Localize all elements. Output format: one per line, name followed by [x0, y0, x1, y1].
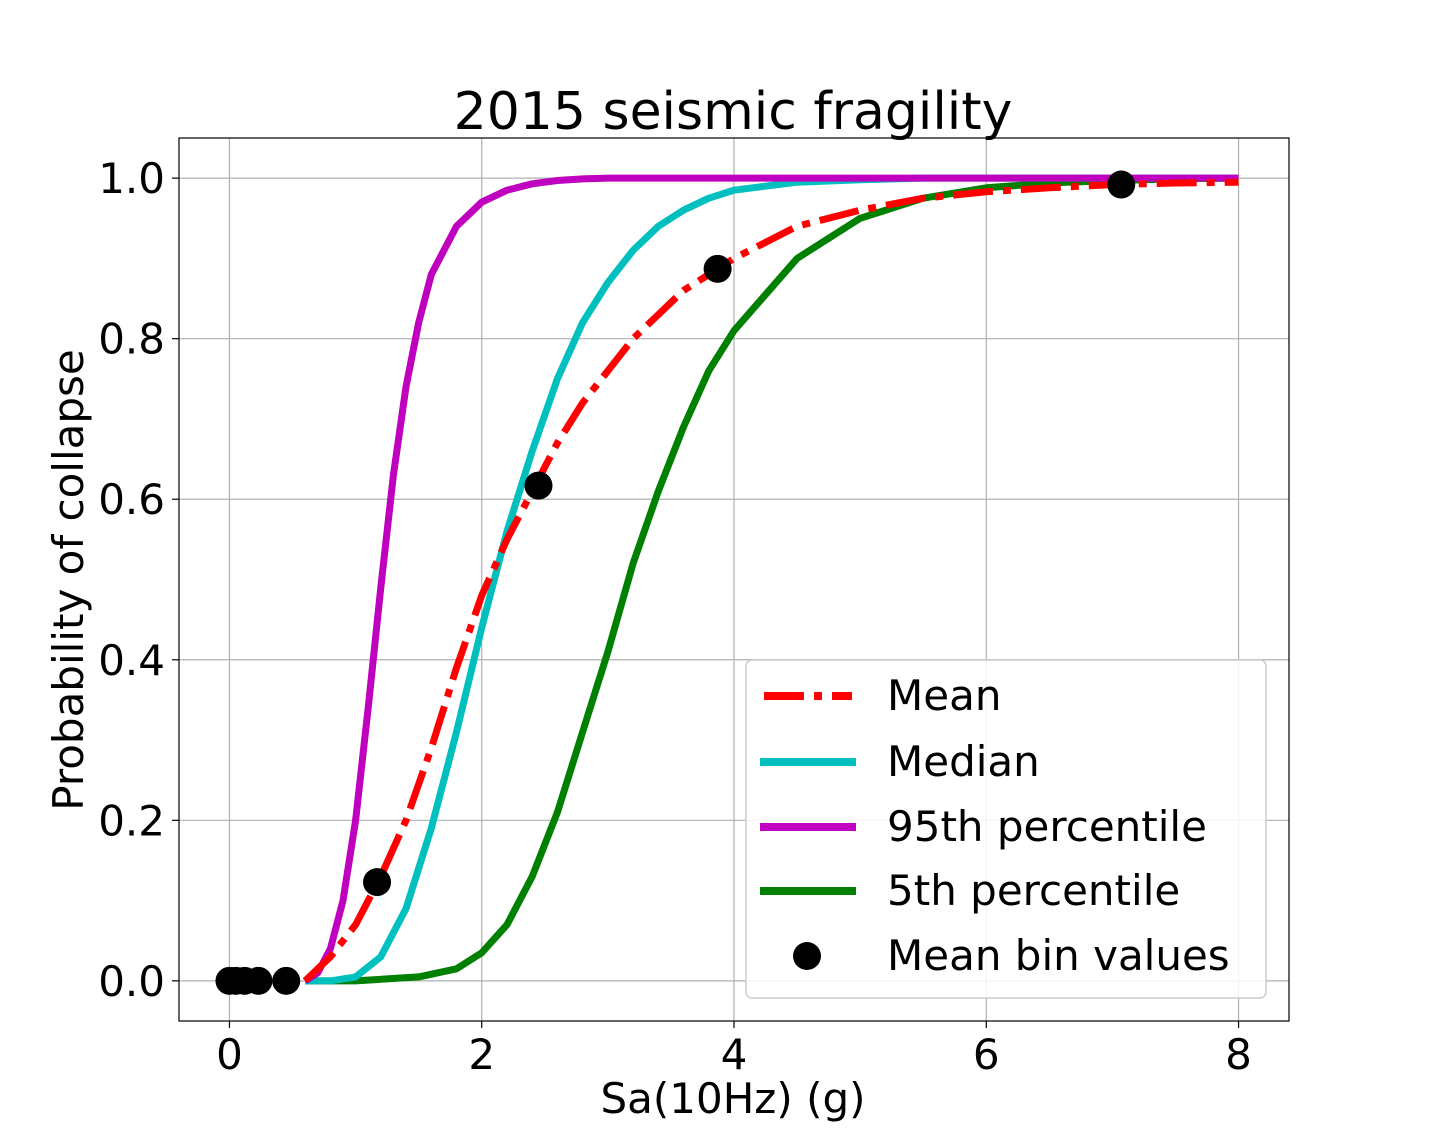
x-axis-label: Sa(10Hz) (g)	[600, 1074, 865, 1123]
legend-box	[745, 659, 1267, 999]
x-tick-label: 4	[721, 1030, 748, 1079]
legend-label-mean: Mean	[887, 671, 1001, 720]
y-tick-label: 1.0	[98, 154, 165, 203]
x-tick-label: 0	[216, 1030, 243, 1079]
y-tick-label: 0.8	[98, 315, 165, 364]
y-axis-label: Probability of collapse	[44, 349, 93, 810]
y-tick-label: 0.0	[98, 957, 165, 1006]
series-line-5th-percentile	[305, 174, 1239, 985]
mean-bin-points	[215, 170, 1136, 995]
x-tick-label: 8	[1225, 1030, 1252, 1079]
y-tick-label: 0.2	[98, 796, 165, 845]
y-tick-label: 0.4	[98, 636, 165, 685]
x-axis-ticks: 0 2 4 6 8	[216, 1021, 1252, 1079]
series-layer	[302, 174, 1239, 985]
y-tick-label: 0.6	[98, 475, 165, 524]
legend-label-mean-bin-values: Mean bin values	[887, 931, 1230, 980]
mean-bin-point	[272, 966, 301, 995]
legend-label-median: Median	[887, 737, 1040, 786]
y-axis-ticks: 0.0 0.2 0.4 0.6 0.8 1.0	[98, 154, 179, 1006]
legend-swatch-mean-bin-values	[793, 942, 821, 970]
legend: Mean Median 95th percentile 5th percenti…	[745, 659, 1267, 999]
mean-bin-point	[524, 471, 553, 500]
series-line-mean	[302, 178, 1239, 984]
legend-label-5th: 5th percentile	[887, 866, 1180, 915]
mean-bin-point	[1107, 170, 1136, 199]
legend-label-95th: 95th percentile	[887, 802, 1207, 851]
x-tick-label: 6	[973, 1030, 1000, 1079]
x-tick-label: 2	[468, 1030, 495, 1079]
mean-bin-point	[363, 868, 392, 897]
chart-title: 2015 seismic fragility	[454, 82, 1013, 142]
mean-bin-point	[244, 966, 273, 995]
series-line-95th-percentile	[303, 174, 1239, 984]
mean-bin-point	[703, 254, 732, 283]
